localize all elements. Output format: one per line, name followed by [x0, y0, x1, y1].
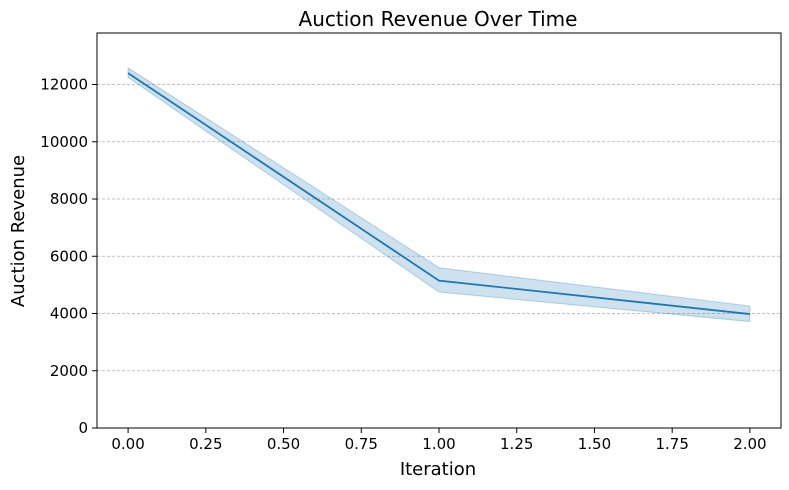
y-tick-label: 4000 — [50, 305, 88, 323]
y-axis-label: Auction Revenue — [8, 155, 29, 307]
x-tick-label: 2.00 — [733, 435, 766, 453]
x-tick-label: 1.00 — [422, 435, 455, 453]
y-tick-label: 0 — [78, 419, 88, 437]
x-tick-label: 0.00 — [111, 435, 144, 453]
line-layer — [127, 72, 751, 315]
x-tick-label: 1.25 — [500, 435, 533, 453]
x-tick-label: 0.50 — [267, 435, 300, 453]
series-line — [127, 72, 751, 315]
x-axis-ticks: 0.00 0.25 0.50 0.75 1.00 1.25 1.50 1.75 2.00 — [111, 428, 767, 453]
plot-frame — [96, 32, 782, 429]
y-tick-label: 6000 — [50, 247, 88, 265]
y-axis-ticks: 0 2000 4000 6000 8000 10000 12000 — [40, 76, 97, 437]
x-tick-label: 1.50 — [578, 435, 611, 453]
x-axis-label: Iteration — [400, 459, 476, 480]
y-tick-label: 8000 — [50, 190, 88, 208]
grid-layer — [97, 84, 781, 372]
x-tick-label: 0.75 — [345, 435, 378, 453]
band-layer — [127, 67, 751, 323]
y-tick-label: 10000 — [40, 133, 88, 151]
x-tick-label: 1.75 — [655, 435, 688, 453]
y-tick-label: 12000 — [40, 76, 88, 94]
confidence-band — [127, 67, 751, 323]
chart-title: Auction Revenue Over Time — [299, 7, 578, 31]
x-tick-label: 0.25 — [189, 435, 222, 453]
y-tick-label: 2000 — [50, 362, 88, 380]
